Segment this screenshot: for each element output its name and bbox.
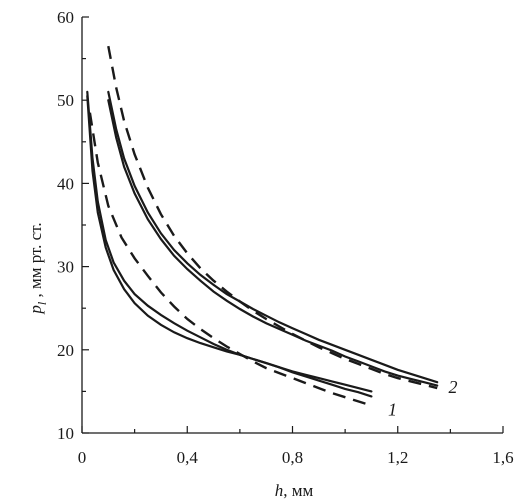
x-tick-label: 1,6: [492, 448, 513, 467]
series-line-5: [107, 99, 439, 387]
x-tick-label: 1,2: [387, 448, 408, 467]
x-tick-label: 0: [78, 448, 87, 467]
y-tick-label: 40: [57, 174, 74, 193]
y-tick-label: 60: [57, 8, 74, 27]
x-axis-label-var: h: [275, 481, 284, 500]
series-line-4: [107, 90, 439, 384]
y-axis-label-unit: , мм рт. ст.: [26, 222, 45, 301]
series-line-3: [88, 112, 372, 407]
curve-label-1: 1: [388, 400, 397, 420]
y-axis-label: pl , мм рт. ст.: [26, 222, 49, 314]
curve-label-2: 2: [449, 377, 458, 397]
y-tick-label: 20: [57, 341, 74, 360]
series-line-1: [86, 90, 373, 393]
series-line-2: [86, 94, 373, 398]
x-axis-label: h, мм: [275, 481, 314, 500]
y-axis-label-sub: l: [35, 301, 49, 305]
y-tick-label: 10: [57, 424, 74, 443]
tick-labels: 10 20 30 40 50 60 0 0,4 0,8 1,2 1,6: [57, 8, 514, 467]
x-axis-label-unit: , мм: [283, 481, 313, 500]
y-axis-label-var: p: [26, 305, 45, 315]
ticks: [81, 16, 504, 434]
y-tick-label: 50: [57, 91, 74, 110]
x-tick-label: 0,4: [177, 448, 199, 467]
x-tick-label: 0,8: [282, 448, 303, 467]
series-group: [86, 45, 439, 407]
curve-labels: 12: [388, 377, 458, 419]
series-line-6: [107, 45, 438, 390]
y-tick-label: 30: [57, 258, 74, 277]
